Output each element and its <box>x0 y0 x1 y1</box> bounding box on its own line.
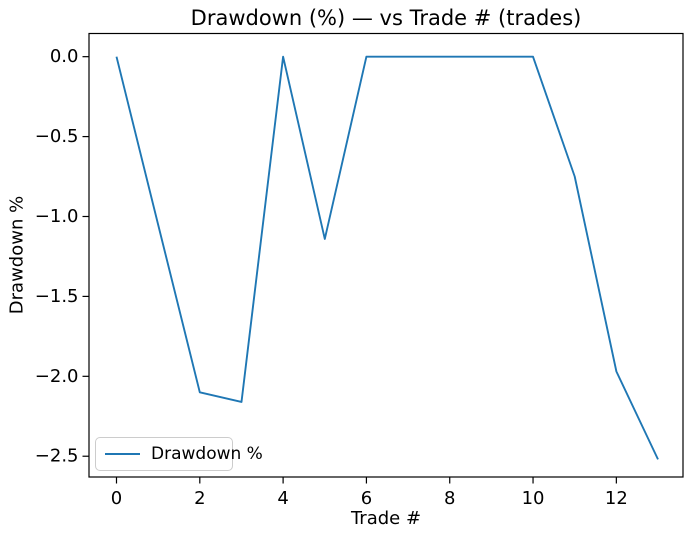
y-tick-label: 0.0 <box>50 46 79 67</box>
x-tick-label: 0 <box>111 488 122 509</box>
legend: Drawdown % <box>95 437 263 471</box>
x-tick-label: 4 <box>277 488 288 509</box>
x-tick-label: 10 <box>522 488 545 509</box>
x-tick-label: 8 <box>444 488 455 509</box>
x-tick-label: 6 <box>361 488 372 509</box>
drawdown-line <box>115 55 659 460</box>
y-tick-label: −0.5 <box>35 126 79 147</box>
axes-spines <box>88 32 684 478</box>
y-tick-label: −1.5 <box>35 286 79 307</box>
y-tick-label: −2.0 <box>35 366 79 387</box>
y-tick-label: −1.0 <box>35 206 79 227</box>
y-axis-label: Drawdown % <box>6 195 28 315</box>
legend-label: Drawdown % <box>151 444 263 464</box>
y-tick-label: −2.5 <box>35 446 79 467</box>
x-tick-label: 2 <box>194 488 205 509</box>
x-axis-label: Trade # <box>350 508 422 529</box>
legend-line-sample <box>105 453 140 455</box>
chart-title: Drawdown (%) — vs Trade # (trades) <box>190 6 582 30</box>
x-tick-label: 12 <box>605 488 628 509</box>
